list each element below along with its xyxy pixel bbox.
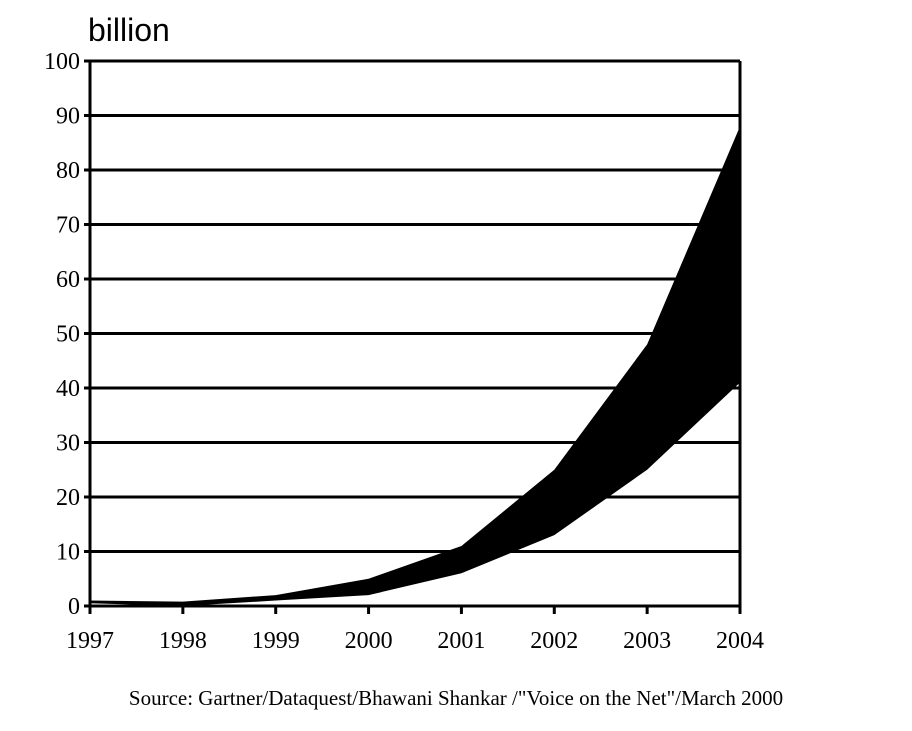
x-tick-label: 2001 <box>437 628 485 654</box>
area-band <box>90 126 740 607</box>
x-tick-label: 2004 <box>716 628 764 654</box>
source-caption: Source: Gartner/Dataquest/Bhawani Shanka… <box>128 686 784 710</box>
y-tick-label: 20 <box>56 485 80 511</box>
y-tick-label: 30 <box>56 431 80 457</box>
y-tick-label: 100 <box>44 49 80 75</box>
x-tick-label: 2002 <box>530 628 578 654</box>
x-tick-label: 2000 <box>345 628 393 654</box>
y-tick-label: 90 <box>56 104 80 130</box>
x-tick-label: 1999 <box>252 628 300 654</box>
y-tick-label: 60 <box>56 267 80 293</box>
y-tick-label: 10 <box>56 540 80 566</box>
y-tick-label: 0 <box>68 594 80 620</box>
y-tick-label: 50 <box>56 322 80 348</box>
y-unit-label: billion <box>88 12 170 48</box>
x-tick-label: 2003 <box>623 628 671 654</box>
x-tick-label: 1997 <box>66 628 114 654</box>
y-tick-label: 70 <box>56 213 80 239</box>
x-tick-label: 1998 <box>159 628 207 654</box>
y-tick-label: 40 <box>56 376 80 402</box>
y-tick-label: 80 <box>56 158 80 184</box>
